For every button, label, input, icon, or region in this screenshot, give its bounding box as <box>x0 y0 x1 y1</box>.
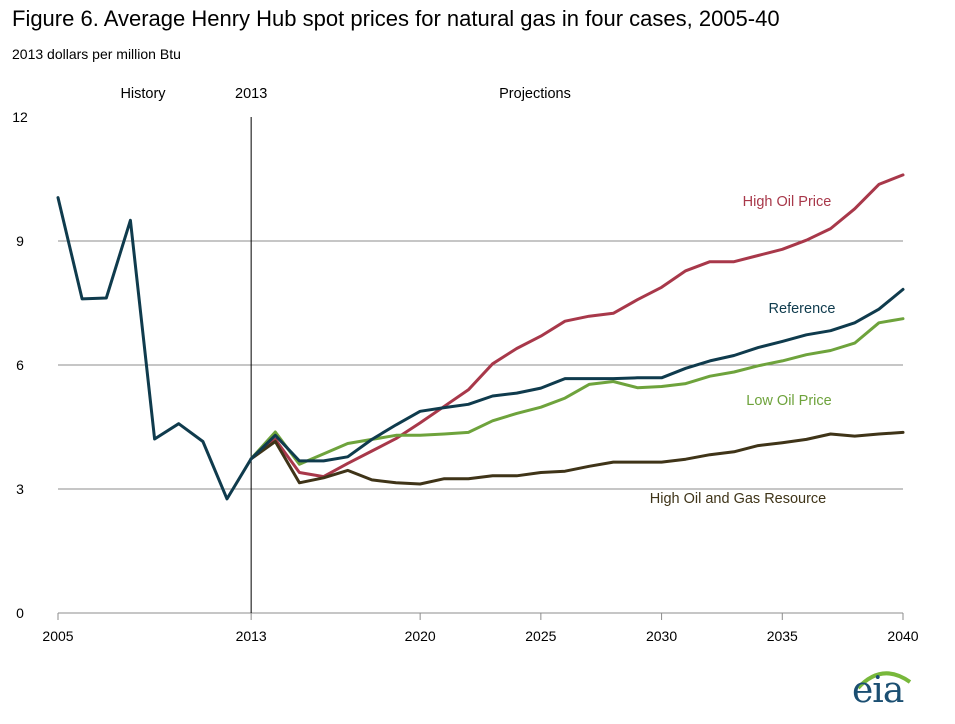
y-tick-label: 0 <box>16 605 24 621</box>
series-labels: High Oil Price Reference Low Oil Price High… <box>650 194 836 507</box>
x-tick-label: 2013 <box>236 628 267 644</box>
y-tick-label: 3 <box>16 481 24 497</box>
eia-logo: eia <box>852 666 914 718</box>
chart-title: Figure 6. Average Henry Hub spot prices … <box>12 6 780 31</box>
y-axis-units: 2013 dollars per million Btu <box>12 46 181 62</box>
gridlines <box>58 240 903 490</box>
logo-text: eia <box>852 670 904 711</box>
series-label-low-oil-price: Low Oil Price <box>746 393 831 409</box>
logo-swoosh-icon <box>856 671 912 690</box>
x-tick-label: 2005 <box>42 628 73 644</box>
x-tick-label: 2020 <box>405 628 436 644</box>
y-tick-label: 6 <box>16 357 24 373</box>
series-label-high-oil-and-gas-resource: High Oil and Gas Resource <box>650 491 827 507</box>
tick-labels: 0 3 6 9 12 2005 2013 2020 2025 2030 2035 2040 <box>12 109 919 644</box>
series-line-high-oil-and-gas-resource <box>249 430 905 486</box>
series-label-reference: Reference <box>769 301 836 317</box>
x-tick-label: 2040 <box>887 628 918 644</box>
y-tick-label: 12 <box>12 109 28 125</box>
x-tick-label: 2030 <box>646 628 677 644</box>
x-tick-label: 2025 <box>525 628 556 644</box>
y-tick-label: 9 <box>16 233 24 249</box>
region-labels: History 2013 Projections <box>120 86 570 102</box>
series-lines <box>56 173 905 501</box>
series-line-low-oil-price <box>249 317 905 466</box>
series-label-high-oil-price: High Oil Price <box>743 194 832 210</box>
region-label-divider-year: 2013 <box>235 86 267 102</box>
region-label-projections: Projections <box>499 86 571 102</box>
axes <box>57 117 904 620</box>
series-line-high-oil-price <box>249 173 905 479</box>
x-tick-label: 2035 <box>767 628 798 644</box>
series-line-reference <box>56 196 905 501</box>
region-label-history: History <box>120 86 166 102</box>
